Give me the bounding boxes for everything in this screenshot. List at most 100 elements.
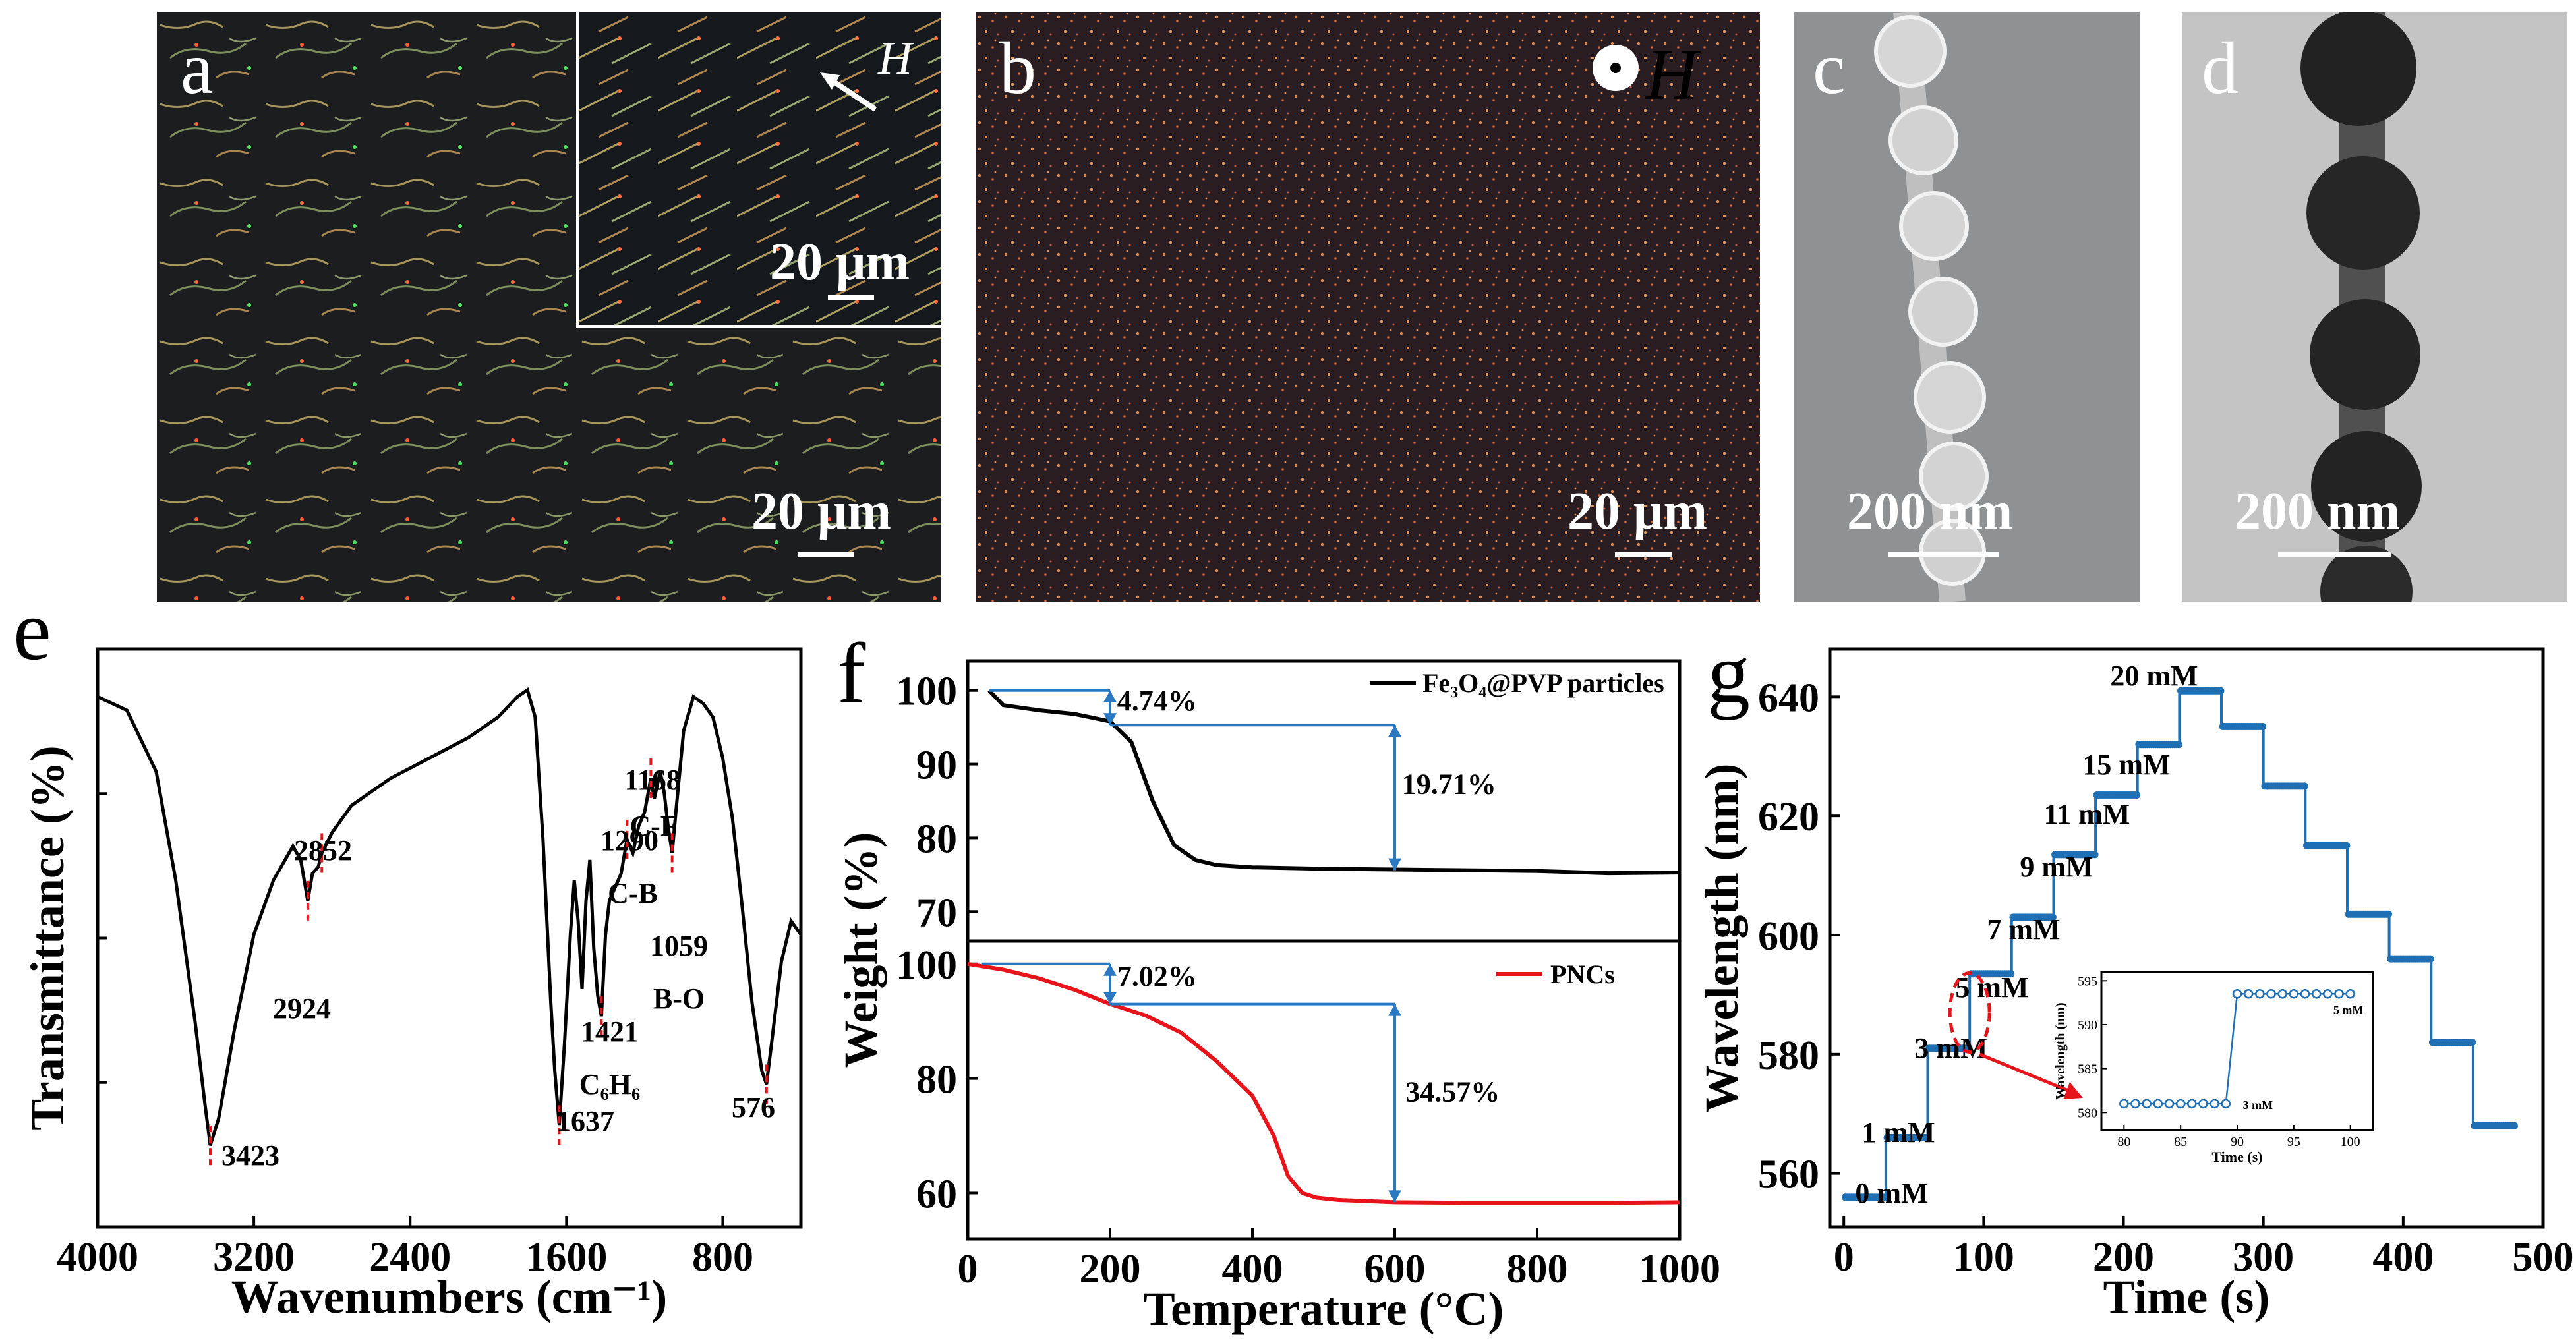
chart-g-data-point bbox=[1925, 1044, 1933, 1052]
chart-g-data-point bbox=[2246, 723, 2254, 730]
chart-g-data-point bbox=[2133, 791, 2141, 799]
chart-g-data-point bbox=[2074, 851, 2082, 859]
chart-g-data-point bbox=[2082, 851, 2090, 859]
chart-g-data-point bbox=[2500, 1122, 2508, 1129]
chart-g-data-point bbox=[1976, 970, 1983, 978]
chart-g-highlight-ellipse bbox=[1948, 971, 1991, 1054]
chart-g-data-point bbox=[2290, 782, 2298, 790]
chart-g-data-point bbox=[2297, 782, 2304, 790]
chart-g-data-point bbox=[2341, 842, 2349, 849]
chart-g-concentration-label: 15 mM bbox=[2082, 749, 2170, 781]
chart-g-data-point bbox=[2043, 913, 2051, 921]
chart-g-data-point bbox=[2345, 910, 2353, 918]
chart-g-data-point bbox=[2366, 910, 2374, 918]
chart-g-data-point bbox=[2435, 1039, 2443, 1046]
chart-g-data-point bbox=[2376, 910, 2384, 918]
chart-e-peak-label: 2852 bbox=[294, 834, 352, 867]
chart-g-data-point bbox=[2307, 842, 2315, 849]
chart-g-data-point bbox=[1984, 970, 1992, 978]
chart-g-data-point bbox=[2032, 913, 2040, 921]
chart-g-data-point bbox=[1873, 1193, 1881, 1201]
chart-g-data-point bbox=[2057, 851, 2065, 859]
chart-g-data-point bbox=[1921, 1133, 1929, 1141]
chart-g-inset-ytick-label: 580 bbox=[2078, 1106, 2097, 1120]
panel-b-scalebar bbox=[1615, 552, 1672, 557]
chart-g-data-point bbox=[2122, 791, 2130, 799]
chart-g-data-point bbox=[1956, 1044, 1964, 1052]
chart-g-data-point bbox=[2229, 723, 2237, 730]
chart-g-data-point bbox=[2439, 1039, 2447, 1046]
chart-g-data-point bbox=[2322, 842, 2329, 849]
chart-g-inset-point bbox=[2266, 989, 2276, 999]
chart-g-data-point bbox=[2424, 955, 2432, 963]
chart-g-data-point bbox=[2005, 970, 2013, 978]
chart-g-data-point bbox=[2097, 791, 2105, 799]
chart-g-data-point bbox=[2070, 851, 2078, 859]
chart-g-data-point bbox=[2213, 687, 2221, 695]
chart-g-data-point bbox=[1879, 1193, 1887, 1201]
chart-g-data-point bbox=[2103, 791, 2111, 799]
chart-g-data-point bbox=[2298, 782, 2306, 790]
chart-g-data-point bbox=[2473, 1122, 2480, 1129]
chart-g-data-point bbox=[2116, 791, 2124, 799]
panel-d-image bbox=[2182, 12, 2567, 602]
chart-g-data-point bbox=[1883, 1133, 1891, 1141]
chart-g-data-point bbox=[2316, 842, 2323, 849]
chart-f-bottom-arrow-2-head-top bbox=[1388, 1004, 1401, 1016]
chart-g-inset-point bbox=[2289, 989, 2299, 999]
chart-g-data-point bbox=[2462, 1039, 2470, 1046]
chart-e: 4000 3200 2400 1600 800 Wavenumbers (cm⁻¹) Tra… bbox=[13, 583, 803, 1323]
chart-g-data-point bbox=[2101, 791, 2109, 799]
chart-g-inset-xtick-label: 90 bbox=[2231, 1135, 2244, 1149]
chart-g-data-point bbox=[2128, 791, 2136, 799]
chart-g-data-point bbox=[1986, 970, 1994, 978]
chart-e-peak-label: 1421 bbox=[581, 1015, 639, 1048]
chart-g-inset-ytick-label: 595 bbox=[2078, 974, 2097, 988]
chart-g-data-point bbox=[2426, 955, 2434, 963]
chart-g-data-point bbox=[1990, 970, 1998, 978]
chart-g-data-point bbox=[2062, 851, 2069, 859]
chart-g-data-point bbox=[1974, 970, 1981, 978]
chart-g-data-point bbox=[2320, 842, 2327, 849]
chart-e-panel-label: e bbox=[13, 583, 51, 678]
chart-g-data-point bbox=[1982, 970, 1990, 978]
chart-g-data-point bbox=[1910, 1133, 1918, 1141]
chart-g-data-point bbox=[2414, 955, 2422, 963]
chart-g-data-point bbox=[2511, 1122, 2518, 1129]
panel-b-image bbox=[976, 12, 1760, 602]
chart-g-data-point bbox=[2064, 851, 2072, 859]
chart-g-data-point bbox=[2223, 723, 2231, 730]
chart-g-data-point bbox=[2300, 782, 2308, 790]
chart-g-data-point bbox=[1993, 970, 2000, 978]
chart-g-data-point bbox=[2401, 955, 2409, 963]
chart-g-data-point bbox=[1959, 1044, 1966, 1052]
chart-g-data-point bbox=[2150, 741, 2157, 749]
chart-g-data-point bbox=[1942, 1044, 1950, 1052]
chart-g-data-point bbox=[1890, 1133, 1897, 1141]
chart-g-data-point bbox=[2095, 791, 2103, 799]
chart-g-data-point bbox=[2217, 687, 2225, 695]
chart-f-top-ytick-label: 90 bbox=[916, 743, 957, 788]
chart-g-data-point bbox=[1881, 1193, 1889, 1201]
chart-g-data-point bbox=[1867, 1193, 1874, 1201]
chart-g-ytick-label: 560 bbox=[1758, 1153, 1819, 1197]
chart-g-data-point bbox=[2490, 1122, 2498, 1129]
chart-e-peak-label: 2924 bbox=[273, 992, 331, 1025]
chart-g-data-point bbox=[2190, 687, 2198, 695]
chart-g-data-point bbox=[2254, 723, 2262, 730]
chart-g-data-point bbox=[2196, 687, 2204, 695]
panel-d-scalebar-label: 200 nm bbox=[2235, 482, 2401, 540]
chart-g-data-point bbox=[2485, 1122, 2493, 1129]
chart-g-data-point bbox=[2242, 723, 2250, 730]
chart-g-data-point bbox=[2269, 782, 2277, 790]
chart-g-inset-point bbox=[2255, 989, 2265, 999]
chart-g-data-point bbox=[2267, 782, 2275, 790]
chart-g-inset-point bbox=[2221, 1099, 2231, 1109]
chart-g-data-point bbox=[2200, 687, 2208, 695]
chart-g-data-point bbox=[2066, 851, 2074, 859]
chart-g-inset-xtick-label: 80 bbox=[2117, 1135, 2130, 1149]
chart-g-data-point bbox=[2265, 782, 2273, 790]
chart-g-data-point bbox=[2137, 741, 2145, 749]
chart-g-panel-label: g bbox=[1707, 626, 1750, 721]
chart-g-data-point bbox=[1917, 1133, 1925, 1141]
